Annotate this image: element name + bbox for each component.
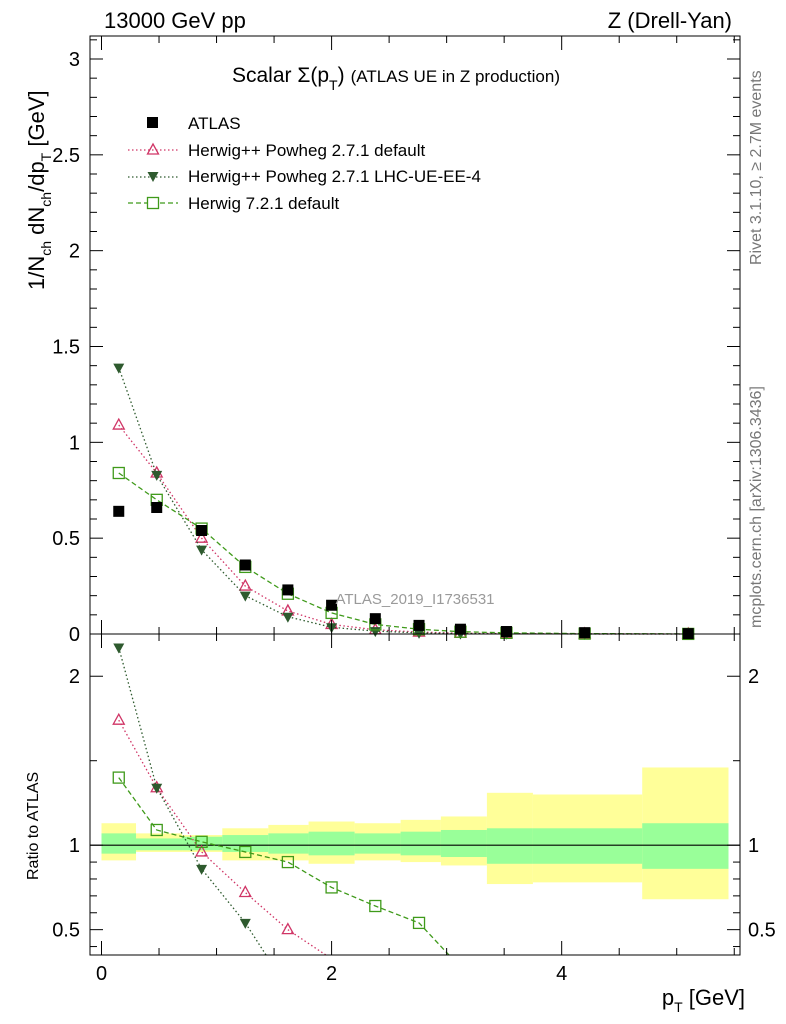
ratio-y-tick-label-right: 0.5 bbox=[748, 920, 776, 942]
y-tick-label-main: 3 bbox=[69, 49, 80, 71]
uncertainty-band-inner bbox=[642, 823, 729, 869]
point-data-4 bbox=[282, 584, 294, 596]
point-herwig721-0 bbox=[112, 466, 125, 480]
y-tick-label-main: 2.5 bbox=[52, 145, 80, 167]
legend-marker-powheg-default bbox=[146, 142, 160, 155]
uncertainty-band-inner bbox=[268, 833, 309, 854]
legend-label-powheg-default: Herwig++ Powheg 2.7.1 default bbox=[188, 141, 425, 160]
uncertainty-band-inner bbox=[308, 831, 355, 856]
point-powheg_ue-2 bbox=[196, 545, 208, 556]
ratio-ylabel: Ratio to ATLAS bbox=[25, 772, 42, 880]
uncertainty-band-inner bbox=[182, 836, 223, 851]
uncertainty-band-inner bbox=[354, 833, 401, 854]
uncertainty-band-inner bbox=[400, 831, 441, 856]
ratio-point-powheg_ue-1 bbox=[151, 783, 163, 794]
point-data-7 bbox=[413, 619, 425, 631]
main-ylabel: 1/Nch dNch/dpT [GeV] bbox=[24, 90, 54, 290]
legend-marker-atlas bbox=[147, 117, 158, 128]
y-tick-label-main: 1 bbox=[69, 432, 80, 454]
point-data-6 bbox=[369, 613, 381, 625]
uncertainty-band-inner bbox=[101, 833, 137, 854]
ratio-point-powheg_default-0 bbox=[112, 712, 126, 725]
y-tick-label-main: 0 bbox=[69, 624, 80, 646]
point-powheg_ue-3 bbox=[239, 591, 251, 602]
legend: ATLAS Herwig++ Powheg 2.7.1 default Herw… bbox=[128, 114, 481, 213]
ratio-point-herwig721-5 bbox=[325, 881, 338, 894]
point-data-1 bbox=[151, 502, 163, 513]
header-left: 13000 GeV pp bbox=[104, 8, 246, 33]
point-powheg_default-3 bbox=[238, 578, 252, 591]
point-powheg_ue-1 bbox=[151, 470, 163, 481]
legend-marker-powheg-ue bbox=[147, 172, 159, 182]
uncertainty-band-inner bbox=[136, 838, 183, 851]
y-tick-label-main: 1.5 bbox=[52, 337, 80, 359]
point-powheg_ue-4 bbox=[282, 612, 294, 623]
ratio-point-powheg_default-4 bbox=[281, 922, 295, 935]
ratio-panel: 0.5 0.5 1 1 2 2 0 2 4 Ratio to ATLAS pT [GeV] bbox=[25, 633, 776, 1015]
plot-title: Scalar Σ(pT) (ATLAS UE in Z production) bbox=[232, 64, 560, 93]
point-powheg_default-2 bbox=[194, 530, 209, 543]
point-data-3 bbox=[239, 559, 251, 571]
ratio-y-tick-label-right: 1 bbox=[748, 835, 759, 857]
ratio-clipped-content bbox=[90, 643, 740, 955]
point-powheg_ue-0 bbox=[113, 363, 125, 374]
ratio-point-herwig721-4 bbox=[281, 855, 295, 869]
ratio-point-herwig721-3 bbox=[239, 845, 252, 859]
point-data-2 bbox=[196, 525, 208, 536]
legend-label-herwig721: Herwig 7.2.1 default bbox=[188, 194, 339, 213]
ratio-frame bbox=[89, 633, 741, 956]
x-axis-label: pT [GeV] bbox=[662, 985, 745, 1015]
legend-label-atlas: ATLAS bbox=[188, 114, 241, 133]
x-tick-label: 2 bbox=[326, 963, 337, 985]
uncertainty-band-inner bbox=[440, 829, 487, 858]
ratio-point-powheg_default-2 bbox=[194, 844, 209, 857]
ratio-point-herwig721-1 bbox=[150, 823, 163, 837]
ratio-line-powheg_default bbox=[118, 719, 327, 955]
point-data-10 bbox=[579, 627, 591, 639]
uncertainty-band-inner bbox=[532, 828, 643, 864]
uncertainty-band-inner bbox=[486, 828, 533, 864]
y-tick-label-main: 2 bbox=[69, 241, 80, 263]
ratio-y-tick-label-left: 0.5 bbox=[52, 920, 80, 942]
header-right: Z (Drell-Yan) bbox=[608, 8, 732, 33]
ratio-point-herwig721-6 bbox=[369, 899, 382, 913]
ratio-y-tick-label-right: 2 bbox=[748, 666, 759, 688]
point-powheg_default-0 bbox=[112, 417, 126, 430]
point-data-8 bbox=[454, 623, 466, 635]
ratio-point-powheg_ue-0 bbox=[113, 643, 125, 654]
point-data-5 bbox=[326, 599, 338, 611]
ratio-point-powheg_ue-2 bbox=[196, 864, 208, 875]
ratio-line-powheg_ue bbox=[118, 647, 267, 955]
ratio-point-herwig721-2 bbox=[195, 835, 208, 848]
side-text-top: Rivet 3.1.10, ≥ 2.7M events bbox=[748, 70, 765, 265]
main-panel: ATLAS_2019_I1736531 0 0.5 1 1.5 2 2.5 3 Scalar… bbox=[24, 35, 741, 646]
ratio-y-tick-label-left: 2 bbox=[69, 666, 80, 688]
side-text-bottom: mcplots.cern.ch [arXiv:1306.3436] bbox=[748, 386, 765, 628]
series-line-herwig721 bbox=[118, 472, 689, 635]
uncertainty-band-inner bbox=[222, 835, 269, 852]
ratio-point-herwig721-0 bbox=[112, 771, 125, 784]
ratio-line-herwig721 bbox=[118, 777, 450, 955]
x-tick-label: 4 bbox=[556, 963, 567, 985]
y-tick-label-main: 0.5 bbox=[52, 528, 80, 550]
x-tick-label: 0 bbox=[96, 963, 107, 985]
watermark: ATLAS_2019_I1736531 bbox=[335, 591, 494, 608]
ratio-y-tick-label-left: 1 bbox=[69, 835, 80, 857]
point-data-9 bbox=[500, 626, 512, 638]
ratio-point-herwig721-7 bbox=[412, 916, 426, 930]
legend-label-powheg-ue: Herwig++ Powheg 2.7.1 LHC-UE-EE-4 bbox=[188, 167, 481, 186]
point-data-0 bbox=[113, 505, 125, 517]
ratio-point-powheg_default-3 bbox=[238, 885, 252, 898]
ratio-point-powheg_ue-3 bbox=[239, 918, 251, 929]
legend-marker-herwig721 bbox=[146, 196, 160, 210]
